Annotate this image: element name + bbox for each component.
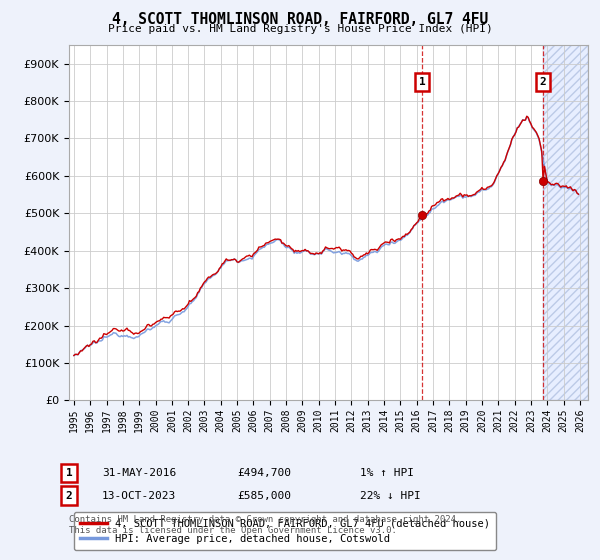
Text: 2: 2 xyxy=(540,77,547,87)
Text: 1% ↑ HPI: 1% ↑ HPI xyxy=(360,468,414,478)
Text: 13-OCT-2023: 13-OCT-2023 xyxy=(102,491,176,501)
Text: 22% ↓ HPI: 22% ↓ HPI xyxy=(360,491,421,501)
Text: Contains HM Land Registry data © Crown copyright and database right 2024.: Contains HM Land Registry data © Crown c… xyxy=(69,515,461,524)
Text: £585,000: £585,000 xyxy=(237,491,291,501)
Text: Price paid vs. HM Land Registry's House Price Index (HPI): Price paid vs. HM Land Registry's House … xyxy=(107,24,493,34)
Text: £494,700: £494,700 xyxy=(237,468,291,478)
Text: 1: 1 xyxy=(419,77,425,87)
Legend: 4, SCOTT THOMLINSON ROAD, FAIRFORD, GL7 4FU (detached house), HPI: Average price: 4, SCOTT THOMLINSON ROAD, FAIRFORD, GL7 … xyxy=(74,512,496,550)
Text: This data is licensed under the Open Government Licence v3.0.: This data is licensed under the Open Gov… xyxy=(69,526,397,535)
Text: 31-MAY-2016: 31-MAY-2016 xyxy=(102,468,176,478)
Text: 2: 2 xyxy=(65,491,73,501)
Text: 4, SCOTT THOMLINSON ROAD, FAIRFORD, GL7 4FU: 4, SCOTT THOMLINSON ROAD, FAIRFORD, GL7 … xyxy=(112,12,488,27)
Text: 1: 1 xyxy=(65,468,73,478)
